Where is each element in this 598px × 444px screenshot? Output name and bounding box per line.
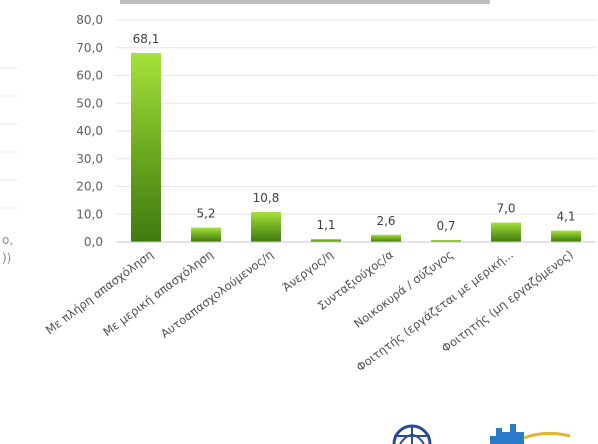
bar bbox=[491, 222, 521, 242]
y-tick-label: 70,0 bbox=[76, 41, 103, 55]
value-label: 2,6 bbox=[376, 214, 395, 228]
bar bbox=[251, 212, 281, 242]
gridlines bbox=[116, 19, 596, 215]
y-tick-label: 20,0 bbox=[76, 180, 103, 194]
bar bbox=[191, 227, 221, 242]
title-remnant bbox=[120, 0, 490, 4]
bar bbox=[431, 240, 461, 242]
y-tick-label: 80,0 bbox=[76, 13, 103, 27]
y-tick-label: 30,0 bbox=[76, 152, 103, 166]
y-tick-label: 60,0 bbox=[76, 69, 103, 83]
y-tick-label: 40,0 bbox=[76, 124, 103, 138]
value-label: 0,7 bbox=[436, 219, 455, 233]
left-partial-text-1: ο, bbox=[2, 233, 13, 247]
value-label: 10,8 bbox=[253, 191, 280, 205]
value-labels: 68,1 5,2 10,8 1,1 2,6 0,7 7,0 4,1 bbox=[133, 32, 576, 233]
value-label: 4,1 bbox=[556, 210, 575, 224]
value-label: 1,1 bbox=[316, 218, 335, 232]
bar bbox=[311, 238, 341, 242]
category-label: Με μερική απασχόληση bbox=[100, 247, 215, 339]
category-label: Άνεργος/η bbox=[280, 247, 336, 294]
category-label: Αυτοαπασχολούμενος/η bbox=[158, 247, 276, 341]
category-label: Νοικοκυρά / σύζυγος bbox=[351, 247, 455, 331]
y-axis-ticks: 0,0 10,0 20,0 30,0 40,0 50,0 60,0 70,0 80,0 bbox=[76, 13, 103, 249]
left-panel-remnant: ο, )) bbox=[0, 67, 18, 265]
bar bbox=[131, 53, 161, 243]
bars bbox=[131, 53, 581, 243]
bar bbox=[371, 234, 401, 242]
logo-building bbox=[490, 424, 571, 444]
bar bbox=[551, 230, 581, 242]
y-tick-label: 10,0 bbox=[76, 207, 103, 221]
y-tick-label: 50,0 bbox=[76, 96, 103, 110]
category-label: Με πλήρη απασχόληση bbox=[43, 247, 156, 337]
value-label: 68,1 bbox=[133, 32, 160, 46]
left-partial-text-2: )) bbox=[2, 251, 11, 265]
logo-globe bbox=[392, 424, 432, 444]
y-tick-label: 0,0 bbox=[84, 235, 103, 249]
value-label: 5,2 bbox=[196, 207, 215, 221]
value-label: 7,0 bbox=[496, 202, 515, 216]
